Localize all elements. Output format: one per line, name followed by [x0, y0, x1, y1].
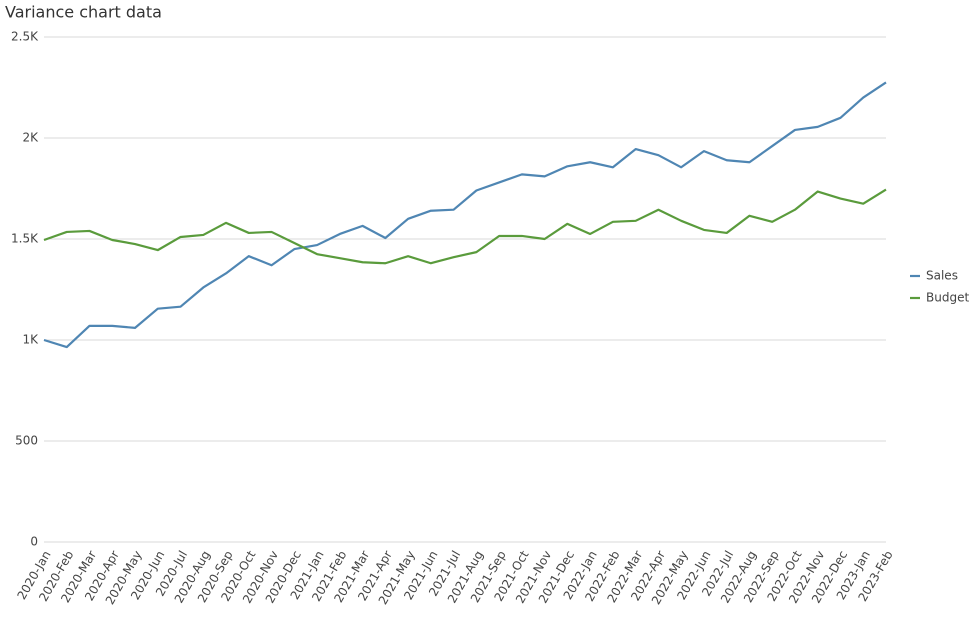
y-tick-label: 1.5K — [11, 232, 39, 246]
line — [43, 188, 887, 265]
chart-title: Variance chart data — [5, 3, 162, 22]
legend-label: Sales — [926, 269, 958, 283]
y-tick-label: 2K — [22, 131, 39, 145]
y-tick-label: 0 — [30, 535, 38, 549]
line — [43, 81, 887, 349]
y-tick-label: 500 — [15, 434, 38, 448]
y-tick-label: 1K — [22, 333, 39, 347]
legend-label: Budget — [926, 291, 969, 305]
y-tick-label: 2.5K — [11, 30, 39, 44]
